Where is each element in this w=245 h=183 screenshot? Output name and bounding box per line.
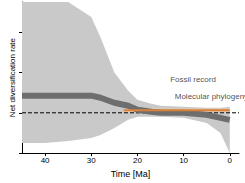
svg-text:30: 30 (87, 156, 96, 165)
svg-text:Net diversification rate: Net diversification rate (8, 37, 17, 117)
svg-text:40: 40 (41, 156, 50, 165)
svg-text:Time [Ma]: Time [Ma] (111, 169, 151, 179)
svg-text:Fossil record: Fossil record (170, 75, 216, 84)
svg-text:20: 20 (133, 156, 142, 165)
svg-text:0: 0 (228, 156, 233, 165)
svg-text:10: 10 (179, 156, 188, 165)
svg-text:Molecular phylogeny: Molecular phylogeny (175, 92, 245, 101)
